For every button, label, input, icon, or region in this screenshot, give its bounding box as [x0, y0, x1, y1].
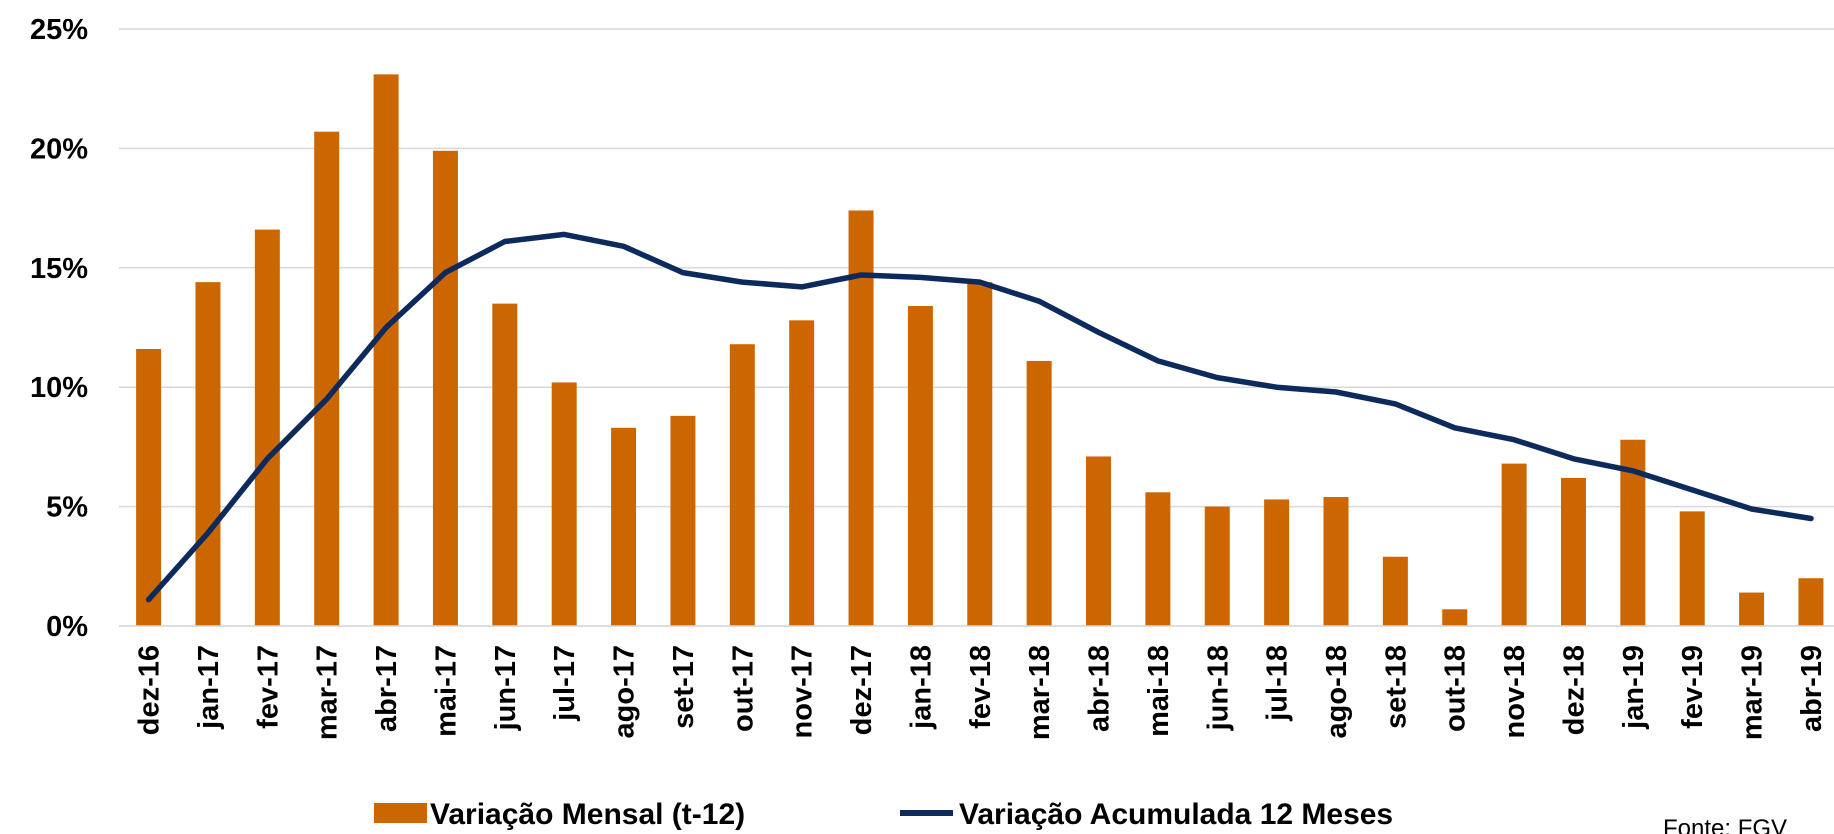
- bar: [1739, 592, 1765, 626]
- bar: [551, 382, 577, 626]
- y-tick-label: 15%: [30, 253, 88, 285]
- x-tick-label: ago-17: [609, 645, 641, 738]
- x-tick-label: abr-19: [1796, 645, 1828, 732]
- y-tick-label: 10%: [30, 372, 88, 404]
- y-tick-label: 5%: [46, 492, 88, 524]
- bar: [492, 303, 518, 626]
- bar: [1145, 492, 1171, 626]
- bar: [1501, 463, 1527, 626]
- x-tick-label: dez-17: [846, 645, 878, 735]
- x-tick-label: set-18: [1380, 645, 1412, 729]
- bar: [432, 150, 458, 626]
- x-tick-label: ago-18: [1321, 645, 1353, 738]
- bar: [967, 282, 993, 626]
- x-tick-label: dez-16: [134, 645, 166, 735]
- bar: [1798, 578, 1824, 626]
- x-tick-label: jun-17: [490, 645, 522, 731]
- bar: [1264, 499, 1290, 626]
- bar: [1442, 609, 1468, 626]
- bar: [1086, 456, 1112, 626]
- bar: [1323, 497, 1349, 626]
- x-tick-label: fev-17: [252, 645, 284, 729]
- bar: [195, 282, 221, 626]
- x-tick-label: mai-18: [1143, 645, 1175, 737]
- x-tick-label: jan-19: [1618, 645, 1650, 730]
- y-tick-label: 20%: [30, 133, 88, 165]
- bar: [1026, 360, 1052, 626]
- x-tick-label: mar-19: [1737, 645, 1769, 740]
- bar: [254, 229, 280, 627]
- bar: [314, 131, 340, 626]
- x-tick-label: nov-17: [787, 645, 819, 738]
- source-note: Fonte: FGV: [1663, 815, 1787, 834]
- bar: [729, 344, 755, 626]
- x-tick-label: out-18: [1440, 645, 1472, 732]
- legend-label: Variação Acumulada 12 Meses: [959, 798, 1393, 831]
- x-tick-label: jan-17: [193, 645, 225, 730]
- y-tick-label: 25%: [30, 14, 88, 46]
- bar: [1382, 556, 1408, 626]
- bar: [848, 210, 874, 626]
- x-tick-label: nov-18: [1499, 645, 1531, 738]
- line: [145, 231, 1814, 603]
- x-tick-label: jun-18: [1202, 645, 1234, 731]
- x-tick-label: dez-18: [1558, 645, 1590, 735]
- x-tick-label: out-17: [727, 645, 759, 732]
- legend-label: Variação Mensal (t-12): [430, 798, 745, 831]
- bar: [907, 306, 933, 626]
- x-tick-label: mai-17: [430, 645, 462, 737]
- x-tick-label: jul-17: [549, 645, 581, 722]
- x-tick-label: abr-17: [371, 645, 403, 732]
- x-tick-label: abr-18: [1084, 645, 1116, 732]
- bar: [136, 348, 162, 626]
- bar: [1679, 511, 1705, 626]
- legend-swatch: [374, 803, 427, 823]
- bar: [789, 320, 815, 626]
- x-tick-label: set-17: [668, 645, 700, 729]
- x-tick-label: mar-18: [1024, 645, 1056, 740]
- bar: [670, 415, 696, 626]
- x-tick-label: fev-18: [965, 645, 997, 729]
- bar: [373, 74, 399, 626]
- bar: [1560, 477, 1586, 626]
- y-tick-label: 0%: [46, 611, 88, 643]
- x-tick-label: jan-18: [905, 645, 937, 730]
- x-tick-label: fev-19: [1677, 645, 1709, 729]
- bar: [611, 427, 637, 626]
- bar: [1204, 506, 1230, 626]
- x-tick-label: mar-17: [312, 645, 344, 740]
- x-tick-label: jul-18: [1262, 645, 1294, 722]
